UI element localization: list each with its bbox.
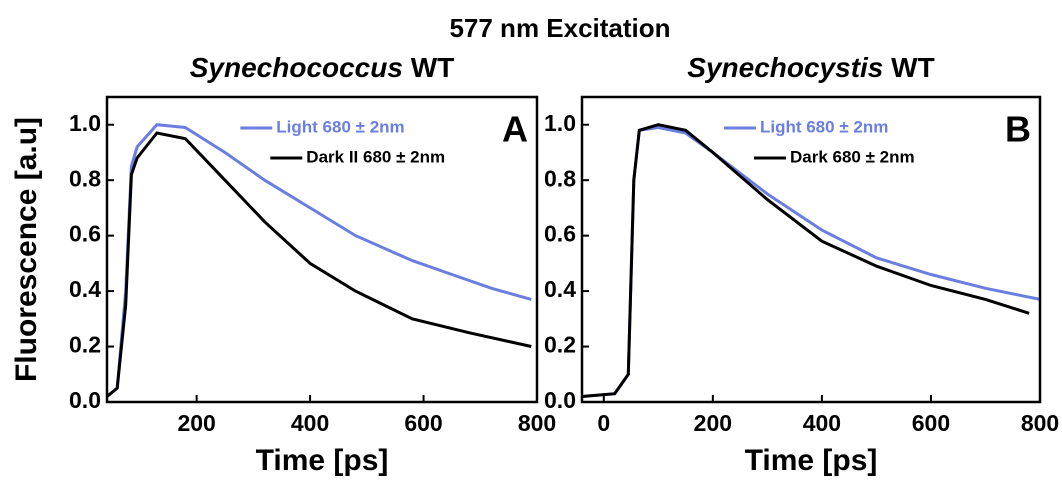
x-tick-label: 0 (597, 410, 610, 436)
y-tick-label: 1.0 (69, 110, 101, 136)
y-tick-label: 0.6 (544, 221, 576, 247)
x-tick-label: 800 (1021, 410, 1059, 436)
panel-title-suffix: WT (883, 52, 934, 83)
x-axis-label: Time [ps] (745, 444, 878, 477)
legend-label: Dark II 680 ± 2nm (306, 147, 445, 166)
legend-label: Light 680 ± 2nm (760, 117, 888, 136)
panel-title-genus: Synechococcus (190, 52, 403, 83)
y-tick-label: 0.8 (544, 165, 576, 191)
y-tick-label: 1.0 (544, 110, 576, 136)
panel-title-suffix: WT (403, 52, 454, 83)
panel-title: Synechococcus WT (190, 52, 455, 83)
legend-label: Dark 680 ± 2nm (790, 147, 915, 166)
data-line (581, 123, 1030, 398)
legend-label: Light 680 ± 2nm (276, 117, 404, 136)
y-tick-label: 0.0 (544, 387, 576, 413)
x-tick-label: 600 (912, 410, 950, 436)
y-tick-label: 0.8 (69, 165, 101, 191)
x-tick-label: 800 (518, 410, 556, 436)
y-tick-label: 0.2 (544, 332, 576, 358)
panel-title-genus: Synechocystis (687, 52, 883, 83)
plot-frame (580, 95, 1042, 404)
y-tick-label: 0.4 (69, 276, 101, 302)
y-tick-label: 0.0 (69, 387, 101, 413)
data-line (581, 125, 1041, 398)
x-tick-label: 600 (404, 410, 442, 436)
x-tick-label: 200 (177, 410, 215, 436)
y-axis-label: Fluorescence [a.u] (10, 117, 43, 382)
x-tick-label: 400 (803, 410, 841, 436)
y-tick-label: 0.4 (544, 276, 576, 302)
plot-frame (105, 95, 539, 404)
y-tick-label: 0.2 (69, 332, 101, 358)
x-tick-label: 400 (291, 410, 329, 436)
x-tick-label: 200 (694, 410, 732, 436)
panel-letter: A (502, 109, 528, 150)
y-tick-label: 0.6 (69, 221, 101, 247)
panel-letter: B (1005, 109, 1031, 150)
panel-title: Synechocystis WT (687, 52, 934, 83)
figure-title: 577 nm Excitation (449, 13, 670, 43)
data-line (106, 131, 532, 398)
x-axis-label: Time [ps] (256, 444, 389, 477)
